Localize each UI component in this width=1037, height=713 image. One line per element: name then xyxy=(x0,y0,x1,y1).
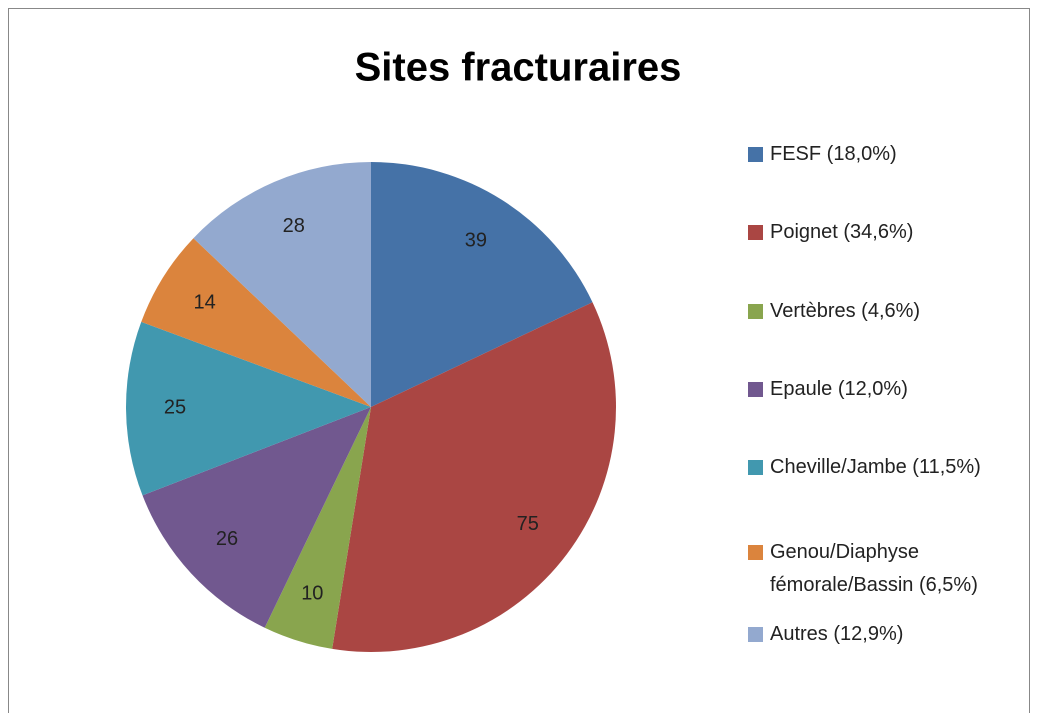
legend-label: Genou/Diaphyse fémorale/Bassin (6,5%) xyxy=(770,541,978,596)
legend-item: FESF (18,0%) xyxy=(748,138,1025,171)
chart-title: Sites fracturaires xyxy=(355,46,682,90)
legend-label: FESF (18,0%) xyxy=(770,143,897,165)
legend-label: Epaule (12,0%) xyxy=(770,378,908,400)
data-label: 14 xyxy=(194,292,216,314)
legend-item: Poignet (34,6%) xyxy=(748,216,1025,249)
legend-label: Poignet (34,6%) xyxy=(770,221,914,243)
pie-slice xyxy=(142,407,371,628)
legend-swatch xyxy=(748,627,763,642)
pie-slice xyxy=(371,162,593,407)
data-label: 26 xyxy=(216,528,238,550)
legend-item: Genou/Diaphyse fémorale/Bassin (6,5%) xyxy=(748,536,1025,602)
legend-item: Autres (12,9%) xyxy=(748,618,1025,651)
pie-slice xyxy=(141,238,371,407)
legend-swatch xyxy=(748,460,763,475)
data-label: 25 xyxy=(164,397,186,419)
pie-slice xyxy=(193,162,371,407)
data-label: 39 xyxy=(465,230,487,252)
legend-item: Vertèbres (4,6%) xyxy=(748,295,1025,328)
legend-item: Epaule (12,0%) xyxy=(748,373,1025,406)
legend-swatch xyxy=(748,147,763,162)
legend-swatch xyxy=(748,225,763,240)
legend-label: Vertèbres (4,6%) xyxy=(770,300,921,322)
pie-slice xyxy=(126,321,372,496)
data-label: 10 xyxy=(301,582,323,604)
legend-item: Cheville/Jambe (11,5%) xyxy=(748,451,1025,484)
legend-swatch xyxy=(748,304,763,319)
legend-swatch xyxy=(748,545,763,560)
legend-label: Cheville/Jambe (11,5%) xyxy=(770,456,981,478)
data-label: 75 xyxy=(517,513,539,535)
pie-slice xyxy=(332,302,616,652)
legend-label: Autres (12,9%) xyxy=(770,623,904,645)
legend-swatch xyxy=(748,382,763,397)
pie-slice xyxy=(264,407,371,649)
data-label: 28 xyxy=(283,215,305,237)
